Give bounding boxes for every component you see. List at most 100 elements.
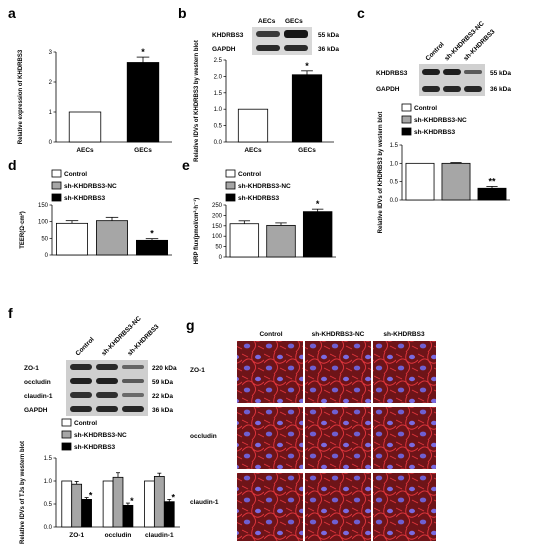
chart-c-ytick-label: 1.5 (390, 143, 399, 149)
chart-b-bar-0 (237, 108, 269, 143)
blot-c-row-gapdh: GAPDH (376, 86, 400, 93)
if-image-r3c3 (373, 473, 436, 541)
chart-e-ytick-label: 250 (212, 203, 223, 209)
chart-a-sig-1: * (141, 47, 145, 57)
chart-a-category-1: GECs (134, 147, 152, 154)
if-image-r1c1 (237, 341, 303, 403)
blot-f-kda-1: 220 kDa (152, 365, 177, 372)
blot-f-row-occludin: occludin (24, 379, 51, 386)
chart-f-bar-0-1 (71, 483, 83, 528)
blot-b-row-gapdh: GAPDH (212, 46, 236, 53)
chart-a-ytick-label: 3 (49, 50, 53, 56)
chart-c-ytick-label: 0.5 (390, 180, 399, 186)
chart-f-ytick-label: 0.5 (44, 502, 53, 508)
blot-c-row-khdrbs3: KHDRBS3 (376, 70, 408, 77)
chart-b-ytick-label: 2.5 (214, 58, 223, 64)
chart-e-bar-2 (302, 211, 333, 258)
chart-e-ytick-label: 150 (212, 224, 223, 230)
chart-d-ytick-label: 50 (41, 236, 48, 242)
chart-f-bar-2-1 (153, 475, 165, 528)
chart-e-ytick-label: 200 (212, 213, 223, 219)
chart-f-sig-1: * (130, 496, 134, 506)
chart-d-bar-2 (135, 239, 168, 256)
chart-f-ytick-label: 1.0 (44, 479, 53, 485)
legend-d-sh: sh-KHDRBS3 (64, 195, 106, 202)
chart-d-bar-1 (96, 220, 129, 256)
if-grid: Control sh-KHDRBS3-NC sh-KHDRBS3 ZO-1 oc… (190, 331, 436, 541)
chart-e-ytick-label: 0 (219, 255, 223, 261)
legend-c: Control sh-KHDRBS3-NC sh-KHDRBS3 (401, 103, 467, 136)
chart-a-ytick-label: 0 (49, 140, 53, 146)
chart-a-ylabel: Relative expression of KHDRBS3 (18, 49, 24, 144)
chart-b-ytick-label: 2.0 (214, 74, 223, 80)
chart-c-bar-0 (405, 162, 435, 201)
if-col-2: sh-KHDRBS3-NC (312, 331, 365, 338)
chart-c-ylabel: Relative IDVs of KHDRBS3 by western blot (378, 112, 384, 234)
chart-d-bar-0 (56, 222, 89, 256)
chart-f-ytick-label: 0.0 (44, 525, 53, 531)
chart-f-category-0: ZO-1 (69, 532, 84, 539)
chart-e-ytick-label: 100 (212, 234, 223, 240)
chart-f-bar-2-0 (144, 480, 155, 528)
blot-c: Control sh-KHDRBS3-NC sh-KHDRBS3 KHDRBS3… (376, 20, 511, 96)
chart-f-bar-1-1 (112, 476, 124, 528)
chart-a-bar-0 (68, 111, 102, 143)
chart-c-ytick-label: 1.0 (390, 161, 399, 167)
panel-label-f: f (8, 305, 13, 321)
chart-f-sig-0: * (89, 491, 93, 501)
chart-b-ytick-label: 1.0 (214, 107, 223, 113)
chart-f-bar-1-0 (102, 480, 114, 528)
if-image-r1c3 (373, 341, 436, 403)
if-col-1: Control (259, 331, 282, 338)
chart-b-category-0: AECs (244, 147, 262, 154)
chart-a-bar-1 (126, 62, 160, 143)
chart-b-category-1: GECs (298, 147, 316, 154)
chart-b-bar-1 (291, 74, 323, 143)
panel-label-c: c (357, 5, 365, 21)
chart-f-category-2: claudin-1 (145, 532, 174, 539)
blot-f-row-zo1: ZO-1 (24, 365, 39, 372)
chart-b-sig-1: * (305, 61, 309, 71)
chart-f-category-1: occludin (105, 532, 132, 539)
chart-d-ytick-label: 150 (38, 203, 49, 209)
legend-d-nc: sh-KHDRBS3-NC (64, 183, 117, 190)
chart-a-ytick-label: 1 (49, 110, 53, 116)
legend-e: Control sh-KHDRBS3-NC sh-KHDRBS3 (225, 169, 291, 202)
chart-f-bar-0-2 (81, 498, 92, 528)
panel-label-d: d (8, 157, 17, 173)
legend-e-control: Control (238, 171, 261, 178)
chart-c-bar-1 (441, 162, 471, 201)
chart-f-ylabel: Relative IDVs of TJs by western blot (20, 441, 26, 544)
legend-d: Control sh-KHDRBS3-NC sh-KHDRBS3 (51, 169, 117, 202)
if-col-3: sh-KHDRBS3 (383, 331, 425, 338)
chart-b-ytick-label: 0.0 (214, 140, 223, 146)
blot-f: Control sh-KHDRBS3-NC sh-KHDRBS3 ZO-1 oc… (24, 315, 177, 416)
legend-c-sh: sh-KHDRBS3 (414, 129, 456, 136)
panel-label-g: g (186, 317, 195, 333)
chart-d-sig-2: * (150, 229, 154, 239)
chart-e-ytick-label: 50 (215, 245, 222, 251)
blot-f-kda-3: 22 kDa (152, 393, 173, 400)
chart-b-ytick-label: 1.5 (214, 91, 223, 97)
blot-c-kda-2: 36 kDa (490, 86, 511, 93)
if-image-r3c1 (237, 473, 303, 541)
legend-c-nc: sh-KHDRBS3-NC (414, 117, 467, 124)
chart-e-ylabel: HRP flux(pmol/cm²·h⁻¹) (193, 198, 200, 264)
chart-e-bar-0 (229, 223, 260, 258)
chart-c-ytick-label: 0.0 (390, 198, 399, 204)
if-row-3: claudin-1 (190, 499, 219, 506)
if-image-r2c1 (237, 407, 303, 469)
blot-b: AECs GECs KHDRBS3 GAPDH 55 kDa 36 kDa (212, 18, 339, 55)
legend-f-nc: sh-KHDRBS3-NC (74, 432, 127, 439)
chart-d-ytick-label: 0 (45, 253, 49, 259)
chart-b-ytick-label: 0.5 (214, 124, 223, 130)
if-row-2: occludin (190, 433, 217, 440)
blot-b-col-gecs: GECs (285, 18, 303, 25)
chart-f-bar-0-0 (61, 480, 73, 528)
chart-a-ytick-label: 2 (49, 80, 53, 86)
legend-f-control: Control (74, 420, 97, 427)
chart-d-ylabel: TEER(Ω·cm²) (19, 211, 26, 248)
chart-b-ylabel: Relative IDVs of KHDRBS3 by western blot (194, 40, 200, 162)
chart-f-bar-2-2 (163, 501, 175, 528)
